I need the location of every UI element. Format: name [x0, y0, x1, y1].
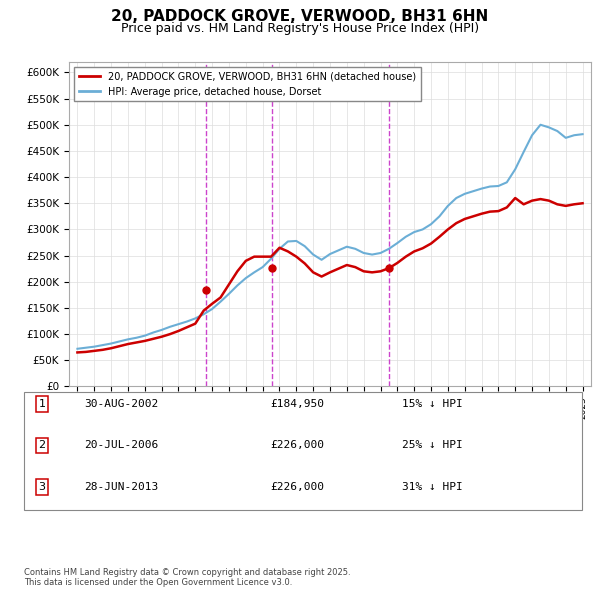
Text: 25% ↓ HPI: 25% ↓ HPI — [402, 441, 463, 450]
Text: 15% ↓ HPI: 15% ↓ HPI — [402, 399, 463, 409]
Text: 28-JUN-2013: 28-JUN-2013 — [84, 482, 158, 491]
Text: £226,000: £226,000 — [270, 441, 324, 450]
Text: 3: 3 — [38, 482, 46, 491]
Text: 3: 3 — [385, 73, 392, 83]
Text: 1: 1 — [203, 73, 210, 83]
Text: 2: 2 — [38, 441, 46, 450]
Text: 2: 2 — [269, 73, 275, 83]
Text: 30-AUG-2002: 30-AUG-2002 — [84, 399, 158, 409]
Legend: 20, PADDOCK GROVE, VERWOOD, BH31 6HN (detached house), HPI: Average price, detac: 20, PADDOCK GROVE, VERWOOD, BH31 6HN (de… — [74, 67, 421, 101]
Text: Contains HM Land Registry data © Crown copyright and database right 2025.
This d: Contains HM Land Registry data © Crown c… — [24, 568, 350, 587]
Text: £226,000: £226,000 — [270, 482, 324, 491]
Text: 20, PADDOCK GROVE, VERWOOD, BH31 6HN: 20, PADDOCK GROVE, VERWOOD, BH31 6HN — [112, 9, 488, 24]
Text: £184,950: £184,950 — [270, 399, 324, 409]
Text: 20-JUL-2006: 20-JUL-2006 — [84, 441, 158, 450]
Text: 31% ↓ HPI: 31% ↓ HPI — [402, 482, 463, 491]
Text: Price paid vs. HM Land Registry's House Price Index (HPI): Price paid vs. HM Land Registry's House … — [121, 22, 479, 35]
Text: 1: 1 — [38, 399, 46, 409]
